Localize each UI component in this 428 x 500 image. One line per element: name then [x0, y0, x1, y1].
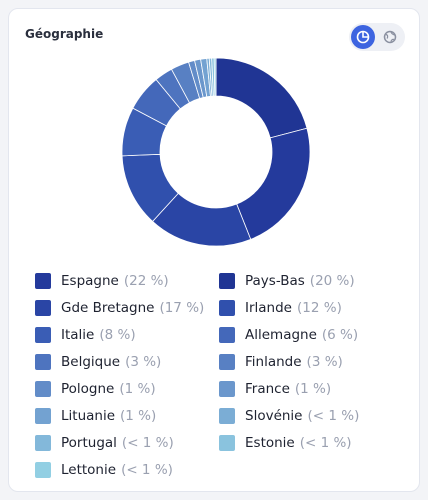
- legend-swatch: [35, 353, 51, 370]
- legend-percent: (20 %): [309, 272, 355, 289]
- legend-item: Pologne (1 %): [35, 375, 219, 402]
- legend-swatch: [35, 407, 51, 424]
- legend-percent: (1 %): [119, 380, 156, 397]
- card-title: Géographie: [25, 27, 104, 41]
- legend-label: Portugal: [61, 434, 117, 451]
- donut-slice-lettonie[interactable]: [213, 57, 217, 97]
- legend-percent: (1 %): [294, 380, 332, 397]
- legend-item: Belgique (3 %): [35, 348, 219, 375]
- geography-donut-chart: [121, 57, 311, 247]
- legend-label: Espagne: [61, 272, 119, 289]
- legend-percent: (17 %): [159, 299, 205, 316]
- legend-item: Estonie (< 1 %): [219, 429, 403, 456]
- legend-item: Pays-Bas (20 %): [219, 267, 403, 294]
- legend-label: Italie: [61, 326, 95, 343]
- legend-swatch: [219, 299, 235, 316]
- legend-label: Allemagne: [245, 326, 317, 343]
- legend-label: Lituanie: [61, 407, 116, 424]
- geography-card: Géographie Espagne (22 %) Pays-Bas (20 %) Gd…: [8, 8, 420, 492]
- chart-legend: Espagne (22 %) Pays-Bas (20 %) Gde Bretagne(…: [35, 267, 405, 483]
- legend-label: Belgique: [61, 353, 121, 370]
- chart-view-toggle[interactable]: [349, 23, 405, 51]
- legend-item: Portugal (< 1 %): [35, 429, 219, 456]
- legend-percent: (< 1 %): [299, 434, 352, 451]
- legend-swatch: [219, 434, 235, 451]
- legend-percent: (3 %): [125, 353, 162, 370]
- donut-slice-pays-bas[interactable]: [215, 57, 308, 139]
- legend-swatch: [35, 326, 51, 343]
- legend-item: Gde Bretagne (17 %): [35, 294, 219, 321]
- legend-label: Slovénie: [245, 407, 303, 424]
- legend-percent: (22 %): [123, 272, 169, 289]
- globe-icon: [383, 30, 397, 44]
- legend-label: Finlande: [245, 353, 302, 370]
- legend-item: Allemagne (6 %): [219, 321, 403, 348]
- legend-percent: (< 1 %): [307, 407, 360, 424]
- legend-item: Irlande (12 %): [219, 294, 403, 321]
- legend-swatch: [35, 272, 51, 289]
- legend-label: Pologne: [61, 380, 115, 397]
- legend-item: Finlande (3 %): [219, 348, 403, 375]
- legend-swatch: [35, 461, 51, 478]
- pie-view-button[interactable]: [351, 25, 375, 49]
- legend-swatch: [35, 434, 51, 451]
- legend-item: Italie (8 %): [35, 321, 219, 348]
- legend-item: Lituanie (1 %): [35, 402, 219, 429]
- legend-swatch: [219, 380, 235, 397]
- legend-percent: (3 %): [306, 353, 343, 370]
- legend-item: Espagne (22 %): [35, 267, 219, 294]
- legend-item: Slovénie (< 1 %): [219, 402, 403, 429]
- legend-label: Pays-Bas: [245, 272, 305, 289]
- legend-label: Irlande: [245, 299, 292, 316]
- legend-swatch: [35, 380, 51, 397]
- legend-percent: (1 %): [120, 407, 157, 424]
- legend-swatch: [219, 407, 235, 424]
- legend-item: France (1 %): [219, 375, 403, 402]
- legend-label: Estonie: [245, 434, 295, 451]
- legend-label: Gde Bretagne: [61, 299, 155, 316]
- legend-label: France: [245, 380, 290, 397]
- legend-swatch: [219, 272, 235, 289]
- legend-swatch: [219, 353, 235, 370]
- legend-swatch: [35, 299, 51, 316]
- legend-percent: (12 %): [297, 299, 342, 316]
- legend-percent: (< 1 %): [121, 434, 174, 451]
- legend-percent: (8 %): [99, 326, 136, 343]
- legend-item: Lettonie (< 1 %): [35, 456, 219, 483]
- map-view-button[interactable]: [378, 25, 402, 49]
- donut-slice-espagne[interactable]: [236, 127, 311, 240]
- legend-swatch: [219, 326, 235, 343]
- legend-percent: (6 %): [321, 326, 359, 343]
- legend-label: Lettonie: [61, 461, 117, 478]
- pie-chart-icon: [356, 30, 370, 44]
- legend-percent: (< 1 %): [121, 461, 173, 478]
